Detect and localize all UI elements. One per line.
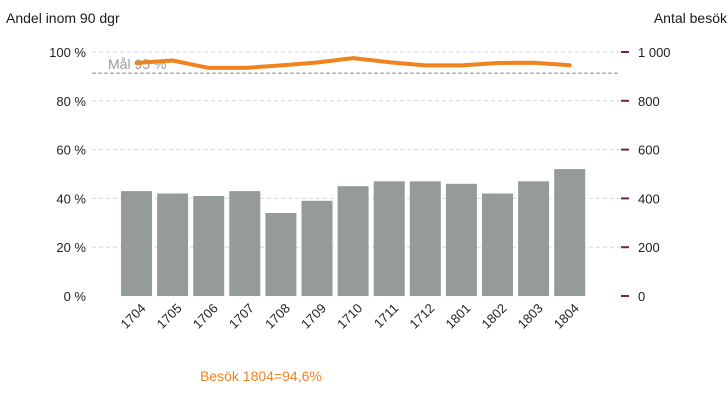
visits-bars	[121, 169, 586, 296]
right-axis-title: Antal besök	[654, 10, 727, 26]
share-line	[134, 56, 572, 70]
right-tick-label: 800	[638, 94, 660, 109]
left-tick-label: 0 %	[64, 289, 87, 304]
x-tick-label: 1802	[479, 301, 510, 332]
right-tick-label: 1 000	[638, 45, 671, 60]
visits-bar	[193, 196, 225, 296]
left-tick-label: 100 %	[49, 45, 86, 60]
right-tick-label: 200	[638, 240, 660, 255]
footer-label: Besök 1804=94,6%	[200, 368, 322, 384]
left-tick-label: 20 %	[56, 240, 86, 255]
left-tick-label: 60 %	[56, 143, 86, 158]
left-tick-label: 40 %	[56, 191, 86, 206]
visits-bar	[337, 186, 369, 296]
x-tick-label: 1704	[118, 301, 149, 332]
visits-bar	[121, 191, 152, 296]
visits-bar	[265, 213, 297, 296]
visits-bar	[157, 193, 189, 296]
right-tick-label: 0	[638, 289, 645, 304]
visits-bar	[409, 181, 441, 296]
x-tick-label: 1710	[334, 301, 365, 332]
visits-bar	[229, 191, 261, 296]
visits-bar	[482, 193, 513, 296]
x-tick-label: 1803	[515, 301, 546, 332]
x-tick-label: 1712	[406, 301, 437, 332]
visits-bar	[373, 181, 405, 296]
x-axis-ticks: 1704 1705 1706 1707 1708 1709 1710 1711 1712 1801…	[118, 301, 582, 332]
x-tick-label: 1709	[298, 301, 329, 332]
left-axis-ticks: 0 % 20 % 40 % 60 % 80 % 100 %	[49, 45, 86, 304]
visits-bar	[518, 181, 550, 296]
left-tick-label: 80 %	[56, 94, 86, 109]
left-axis-title: Andel inom 90 dgr	[6, 10, 120, 26]
x-tick-label: 1804	[551, 301, 582, 332]
share-line-series	[134, 56, 572, 70]
x-tick-label: 1711	[371, 301, 401, 331]
x-tick-label: 1707	[226, 301, 257, 332]
right-tick-label: 600	[638, 143, 660, 158]
visits-bar	[301, 200, 333, 296]
x-tick-label: 1705	[154, 301, 185, 332]
x-tick-label: 1706	[190, 301, 221, 332]
right-axis-ticks: 0 200 400 600 800 1 000	[621, 45, 671, 304]
right-tick-label: 400	[638, 191, 660, 206]
x-tick-label: 1708	[262, 301, 293, 332]
visits-bar	[445, 183, 477, 296]
visits-bar	[554, 169, 586, 296]
x-tick-label: 1801	[442, 301, 473, 332]
